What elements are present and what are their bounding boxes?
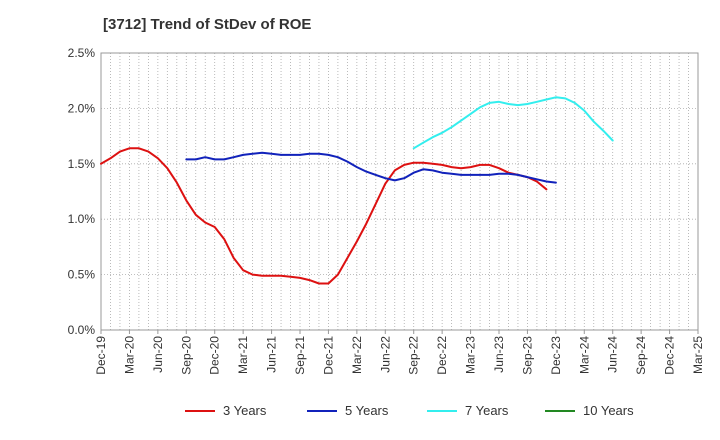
x-tick-label: Dec-20: [208, 336, 222, 375]
series-line-5-years: [185, 151, 557, 184]
x-tick-label: Jun-20: [151, 336, 165, 373]
legend-label-5-years: 5 Years: [345, 403, 389, 418]
x-tick-label: Sep-24: [634, 336, 648, 375]
x-tick-label: Mar-22: [350, 336, 364, 374]
x-tick-label: Mar-23: [464, 336, 478, 374]
x-tick-label: Jun-24: [606, 336, 620, 373]
x-tick-label: Mar-24: [577, 336, 591, 374]
x-tick-label: Dec-23: [549, 336, 563, 375]
x-tick-label: Mar-25: [691, 336, 705, 374]
x-tick-label: Sep-20: [179, 336, 193, 375]
x-tick-label: Mar-20: [122, 336, 136, 374]
x-tick-label: Dec-22: [435, 336, 449, 375]
x-tick-label: Jun-21: [265, 336, 279, 373]
x-tick-label: Dec-21: [321, 336, 335, 375]
y-tick-label: 1.0%: [68, 212, 96, 226]
plot-frame: [100, 52, 699, 331]
legend-label-7-years: 7 Years: [465, 403, 509, 418]
y-tick-label: 0.0%: [68, 323, 96, 337]
x-tick-label: Sep-22: [407, 336, 421, 375]
x-tick-label: Dec-24: [663, 336, 677, 375]
chart-title: [3712] Trend of StDev of ROE: [103, 16, 312, 33]
y-tick-label: 2.5%: [68, 46, 96, 60]
x-tick-label: Sep-21: [293, 336, 307, 375]
legend-label-10-years: 10 Years: [583, 403, 634, 418]
y-tick-label: 2.0%: [68, 101, 96, 115]
y-tick-label: 1.5%: [68, 157, 96, 171]
series-line-3-years: [100, 147, 548, 285]
x-tick-label: Sep-23: [520, 336, 534, 375]
x-tick-label: Jun-22: [378, 336, 392, 373]
x-tick-label: Dec-19: [94, 336, 108, 375]
x-tick-label: Jun-23: [492, 336, 506, 373]
x-tick-label: Mar-21: [236, 336, 250, 374]
series-line-7-years: [412, 96, 614, 150]
legend-label-3-years: 3 Years: [223, 403, 267, 418]
y-tick-label: 0.5%: [68, 268, 96, 282]
